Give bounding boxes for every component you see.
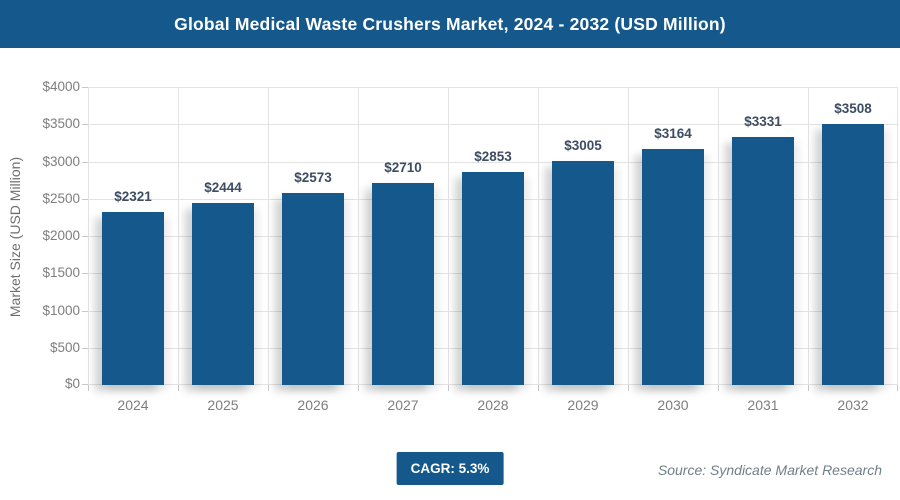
x-axis-tick — [88, 385, 89, 391]
x-axis-tick — [808, 385, 809, 391]
bar-value-label: $2321 — [114, 189, 152, 204]
v-gridline — [358, 87, 359, 385]
bar-2026 — [282, 193, 344, 385]
v-gridline — [178, 87, 179, 385]
x-axis-tick — [358, 385, 359, 391]
y-axis-tick — [82, 124, 88, 125]
y-tick-label: $1500 — [42, 265, 80, 280]
x-tick-label: 2029 — [567, 397, 599, 413]
category-2028: $2853 2028 — [448, 87, 538, 413]
title-bar: Global Medical Waste Crushers Market, 20… — [0, 0, 900, 48]
v-gridline — [628, 87, 629, 385]
bar-value-label: $3508 — [834, 101, 872, 116]
y-tick-label: $4000 — [42, 79, 80, 94]
bar-2029 — [552, 161, 614, 385]
y-axis-tick — [82, 87, 88, 88]
v-gridline — [897, 87, 898, 385]
bar-value-label: $2853 — [474, 149, 512, 164]
x-tick-label: 2026 — [297, 397, 329, 413]
v-gridline — [268, 87, 269, 385]
y-tick-label: $0 — [64, 376, 80, 391]
category-2029: $3005 2029 — [538, 87, 628, 413]
bar-value-label: $2710 — [384, 160, 422, 175]
bar-value-label: $3331 — [744, 114, 782, 129]
x-tick-label: 2030 — [657, 397, 689, 413]
x-axis-tick — [268, 385, 269, 391]
x-axis-tick — [897, 385, 898, 391]
bar-2024 — [102, 212, 164, 385]
h-gridline — [88, 162, 898, 163]
y-tick-label: $3000 — [42, 154, 80, 169]
bar-value-label: $2444 — [204, 180, 242, 195]
y-axis-tick — [82, 348, 88, 349]
x-axis-tick — [178, 385, 179, 391]
bar-value-label: $3005 — [564, 138, 602, 153]
y-tick-label: $3500 — [42, 116, 80, 131]
v-gridline — [808, 87, 809, 385]
bar-2027 — [372, 183, 434, 385]
category-2027: $2710 2027 — [358, 87, 448, 413]
v-gridline — [88, 87, 89, 385]
x-tick-label: 2027 — [387, 397, 419, 413]
v-gridline — [448, 87, 449, 385]
bar-value-label: $2573 — [294, 170, 332, 185]
category-2032: $3508 2032 — [808, 87, 898, 413]
category-2031: $3331 2031 — [718, 87, 808, 413]
bar-2025 — [192, 203, 254, 385]
x-axis-tick — [718, 385, 719, 391]
x-tick-label: 2031 — [747, 397, 779, 413]
category-2030: $3164 2030 — [628, 87, 718, 413]
h-gridline — [88, 124, 898, 125]
bar-2028 — [462, 172, 524, 385]
y-tick-label: $1000 — [42, 303, 80, 318]
y-tick-label: $2000 — [42, 228, 80, 243]
y-tick-label: $2500 — [42, 191, 80, 206]
bar-2031 — [732, 137, 794, 385]
y-tick-label: $500 — [49, 340, 80, 355]
category-2026: $2573 2026 — [268, 87, 358, 413]
h-gridline — [88, 87, 898, 88]
x-tick-label: 2024 — [117, 397, 149, 413]
v-gridline — [718, 87, 719, 385]
y-axis-tick — [82, 384, 88, 385]
bar-2030 — [642, 149, 704, 385]
y-axis-tick — [82, 311, 88, 312]
category-2025: $2444 2025 — [178, 87, 268, 413]
category-2024: $2321 2024 — [88, 87, 178, 413]
cagr-badge: CAGR: 5.3% — [396, 452, 504, 485]
bar-value-label: $3164 — [654, 126, 692, 141]
x-axis-tick — [628, 385, 629, 391]
x-tick-label: 2032 — [837, 397, 869, 413]
y-axis-tick — [82, 236, 88, 237]
v-gridline — [538, 87, 539, 385]
y-axis-tick-labels: $0 $500 $1000 $1500 $2000 $2500 $3000 $3500 $400… — [0, 80, 80, 391]
y-axis-tick — [82, 162, 88, 163]
x-axis-tick — [538, 385, 539, 391]
y-axis-tick — [82, 273, 88, 274]
bar-2032 — [822, 124, 884, 385]
x-tick-label: 2025 — [207, 397, 239, 413]
x-axis-tick — [448, 385, 449, 391]
y-axis-tick — [82, 199, 88, 200]
x-tick-label: 2028 — [477, 397, 509, 413]
plot-area: $2321 2024 $2444 2025 $2573 2026 $2710 2027 $285… — [82, 87, 898, 413]
chart-title: Global Medical Waste Crushers Market, 20… — [174, 13, 726, 34]
source-note: Source: Syndicate Market Research — [657, 462, 882, 478]
